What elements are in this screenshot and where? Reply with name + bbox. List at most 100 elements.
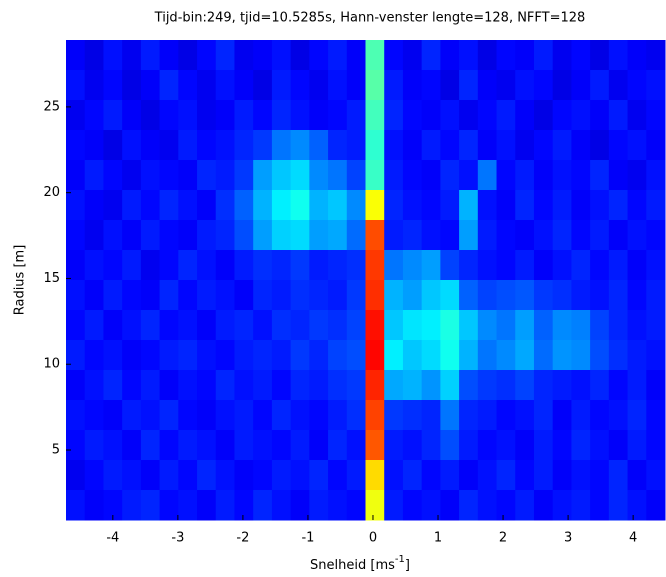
heatmap-cell — [496, 460, 516, 491]
heatmap-cell — [571, 460, 591, 491]
heatmap-cell — [197, 370, 217, 401]
heatmap-cell — [159, 250, 179, 281]
heatmap-cell — [440, 340, 460, 371]
heatmap-cell — [309, 490, 329, 521]
heatmap-cell — [365, 400, 385, 431]
heatmap-cell — [590, 400, 610, 431]
heatmap-cell — [234, 160, 254, 191]
heatmap-cell — [533, 130, 554, 161]
heatmap-cell — [421, 190, 441, 221]
heatmap-cell — [402, 100, 423, 131]
heatmap-cell — [384, 340, 404, 371]
heatmap-cell — [309, 310, 329, 341]
heatmap-cell — [234, 310, 254, 341]
heatmap-cell — [66, 160, 86, 191]
heatmap-cell — [365, 70, 385, 101]
heatmap-cell — [496, 340, 516, 371]
heatmap-cell — [365, 460, 385, 491]
heatmap-cell — [440, 250, 460, 281]
heatmap-cell — [122, 40, 142, 71]
heatmap-cell — [178, 430, 198, 461]
heatmap-cell — [122, 190, 142, 221]
heatmap-cell — [159, 490, 179, 521]
heatmap-cell — [215, 310, 235, 341]
heatmap-cell — [496, 400, 516, 431]
heatmap-cell — [328, 250, 348, 281]
heatmap-cell — [271, 70, 292, 101]
heatmap-cell — [496, 130, 516, 161]
heatmap-cell — [271, 250, 292, 281]
heatmap-cell — [140, 430, 161, 461]
heatmap-cell — [140, 250, 161, 281]
heatmap-cell — [84, 460, 104, 491]
heatmap-cell — [234, 490, 254, 521]
heatmap-cell — [421, 220, 441, 251]
heatmap-cell — [608, 430, 629, 461]
heatmap-cell — [66, 460, 86, 491]
heatmap-cell — [159, 70, 179, 101]
heatmap-cell — [590, 130, 610, 161]
heatmap-cell — [271, 190, 292, 221]
heatmap-cell — [215, 130, 235, 161]
heatmap-cell — [178, 490, 198, 521]
heatmap-cell — [627, 400, 647, 431]
heatmap-cell — [66, 190, 86, 221]
heatmap-cell — [496, 40, 516, 71]
heatmap-cell — [590, 250, 610, 281]
x-tick-label: -1 — [301, 531, 314, 546]
heatmap-cell — [309, 400, 329, 431]
heatmap-cell — [627, 340, 647, 371]
heatmap-cell — [515, 250, 535, 281]
heatmap-cell — [159, 370, 179, 401]
x-tick-label: 4 — [629, 531, 637, 546]
heatmap-cell — [346, 460, 366, 491]
heatmap-cell — [571, 130, 591, 161]
heatmap-cell — [234, 130, 254, 161]
heatmap-cell — [253, 220, 273, 251]
heatmap-cell — [328, 70, 348, 101]
heatmap-cell — [290, 490, 310, 521]
x-tick-label: -3 — [171, 531, 184, 546]
heatmap-cell — [346, 220, 366, 251]
heatmap-cell — [496, 430, 516, 461]
heatmap-cell — [178, 220, 198, 251]
heatmap-cell — [197, 430, 217, 461]
heatmap-cell — [402, 220, 423, 251]
heatmap-cell — [646, 490, 666, 521]
heatmap-cell — [271, 370, 292, 401]
heatmap-cell — [309, 430, 329, 461]
heatmap-cell — [608, 490, 629, 521]
heatmap-cell — [159, 340, 179, 371]
heatmap-cell — [608, 160, 629, 191]
heatmap-cell — [178, 40, 198, 71]
heatmap-cell — [477, 160, 498, 191]
heatmap-cell — [515, 160, 535, 191]
heatmap-cell — [459, 100, 479, 131]
y-tick-label: 15 — [43, 271, 60, 286]
heatmap-cell — [496, 370, 516, 401]
heatmap-cell — [159, 310, 179, 341]
heatmap-cell — [346, 40, 366, 71]
heatmap-cell — [496, 250, 516, 281]
x-axis-label-text: Snelheid [ms — [310, 558, 395, 573]
heatmap-cell — [122, 340, 142, 371]
heatmap-cell — [234, 340, 254, 371]
heatmap-cell — [197, 340, 217, 371]
heatmap-cell — [103, 40, 123, 71]
heatmap-cell — [515, 460, 535, 491]
heatmap-cell — [271, 430, 292, 461]
heatmap-cell — [590, 160, 610, 191]
heatmap-cell — [328, 220, 348, 251]
heatmap-cell — [590, 40, 610, 71]
heatmap-cell — [215, 430, 235, 461]
heatmap-cell — [552, 100, 572, 131]
heatmap-cell — [459, 130, 479, 161]
heatmap-cell — [459, 70, 479, 101]
x-tick-label: 0 — [369, 531, 377, 546]
heatmap-cell — [627, 40, 647, 71]
heatmap-cell — [140, 340, 161, 371]
heatmap-cell — [122, 160, 142, 191]
heatmap-cell — [346, 340, 366, 371]
heatmap-cell — [533, 40, 554, 71]
heatmap-cell — [515, 370, 535, 401]
